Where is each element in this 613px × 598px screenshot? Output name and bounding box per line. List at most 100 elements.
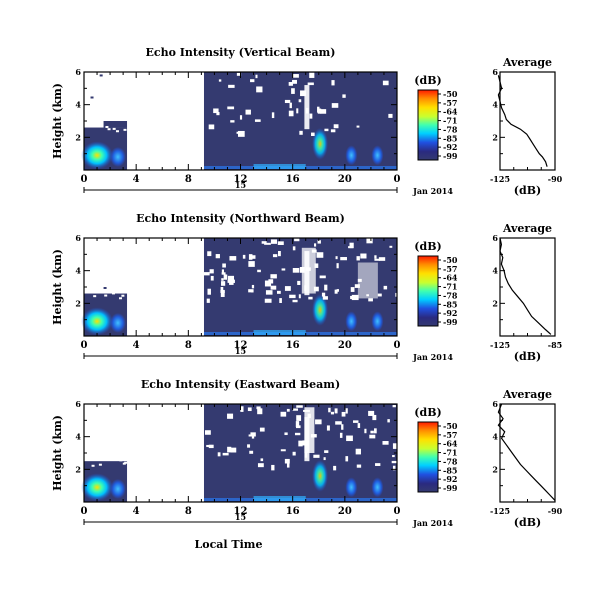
echo-speck	[90, 96, 94, 99]
missing-data	[232, 279, 235, 283]
missing-data	[265, 290, 273, 295]
missing-data	[370, 430, 374, 434]
missing-data	[317, 240, 321, 244]
missing-data	[301, 247, 316, 294]
surface-echo	[253, 164, 306, 169]
missing-data	[284, 286, 291, 291]
missing-data	[237, 130, 245, 137]
missing-data	[229, 256, 237, 261]
missing-data	[374, 428, 377, 434]
missing-data	[256, 86, 263, 93]
missing-data	[221, 269, 225, 274]
y-tick-label: 6	[75, 67, 81, 77]
missing-data	[291, 88, 295, 94]
missing-data	[346, 435, 353, 442]
panel-title: Echo Intensity (Eastward Beam)	[141, 378, 340, 391]
echo-peak	[81, 141, 114, 170]
colorbar-tick-label: -78	[443, 456, 458, 466]
x-tick-label: 4	[133, 340, 140, 351]
missing-data	[331, 80, 335, 86]
missing-data	[374, 258, 380, 261]
missing-data	[279, 298, 282, 303]
missing-data	[288, 110, 294, 117]
missing-data	[366, 238, 373, 244]
y-tick-label: 2	[75, 132, 81, 142]
x-tick-label: 0	[81, 174, 88, 185]
y-tick-label: 4	[75, 266, 81, 276]
colorbar-tick-label: -78	[443, 290, 458, 300]
colorbar-tick-label: -71	[443, 282, 457, 292]
x-tick-label: 20	[338, 506, 352, 517]
missing-data	[227, 413, 234, 419]
missing-data	[345, 408, 348, 414]
missing-data	[221, 278, 224, 281]
y-tick-label: 2	[75, 464, 81, 474]
missing-data	[369, 434, 376, 439]
missing-data	[374, 255, 377, 259]
panel-3: Echo Intensity (Eastward Beam) 0 4 8 12 16 20 0…	[51, 378, 563, 529]
missing-data	[360, 253, 367, 259]
missing-data	[294, 432, 301, 436]
missing-data	[316, 252, 324, 258]
avg-profile-line	[497, 403, 556, 501]
missing-data	[292, 408, 299, 411]
missing-data	[249, 450, 254, 454]
missing-data	[207, 251, 212, 257]
missing-data	[314, 263, 319, 268]
avg-title: Average	[502, 222, 552, 235]
y-axis-label: Height (km)	[51, 415, 64, 491]
missing-data	[339, 432, 343, 438]
missing-data	[324, 450, 329, 453]
missing-data	[277, 250, 281, 257]
missing-data	[229, 279, 234, 285]
missing-data	[288, 82, 293, 86]
colorbar-tick-label: -50	[443, 89, 458, 99]
missing-data	[250, 432, 256, 437]
missing-data	[222, 452, 229, 456]
missing-data	[264, 298, 272, 303]
colorbar-tick-label: -85	[443, 465, 457, 475]
missing-data	[216, 111, 220, 116]
missing-data	[375, 463, 381, 466]
missing-data	[223, 274, 228, 280]
echo-peak	[345, 311, 358, 332]
missing-data	[392, 443, 399, 449]
missing-data	[222, 263, 226, 268]
missing-data	[324, 128, 329, 132]
panel-title: Echo Intensity (Vertical Beam)	[145, 46, 335, 59]
missing-data	[334, 408, 338, 414]
x-tick-label: 12	[234, 340, 248, 351]
missing-data	[230, 120, 235, 123]
missing-data	[356, 464, 362, 468]
missing-data	[317, 106, 320, 113]
x-axis-label: Local Time	[195, 538, 263, 551]
missing-data	[336, 289, 339, 292]
missing-data	[259, 427, 265, 432]
missing-data	[220, 287, 224, 292]
missing-data	[292, 299, 298, 303]
missing-data	[387, 419, 390, 423]
missing-data	[276, 290, 281, 294]
missing-data	[345, 456, 349, 462]
x-tick-label: 8	[185, 340, 192, 351]
colorbar-tick-label: -85	[443, 299, 457, 309]
missing-data	[298, 294, 301, 299]
missing-data	[280, 449, 286, 452]
day-label: 15	[235, 346, 246, 356]
colorbar-tick-label: -57	[443, 264, 457, 274]
avg-profile-line	[499, 237, 552, 335]
missing-data	[298, 99, 302, 103]
missing-data	[341, 424, 344, 430]
echo-peak	[345, 477, 358, 498]
missing-data	[333, 124, 339, 129]
missing-data	[264, 242, 271, 245]
missing-data	[357, 423, 361, 429]
missing-data	[296, 405, 303, 408]
missing-data	[286, 461, 290, 468]
missing-data	[227, 275, 235, 281]
missing-data	[217, 452, 221, 457]
x-tick-label: 8	[185, 174, 192, 185]
missing-data	[209, 269, 214, 274]
missing-data	[227, 106, 235, 110]
missing-data	[357, 262, 378, 299]
